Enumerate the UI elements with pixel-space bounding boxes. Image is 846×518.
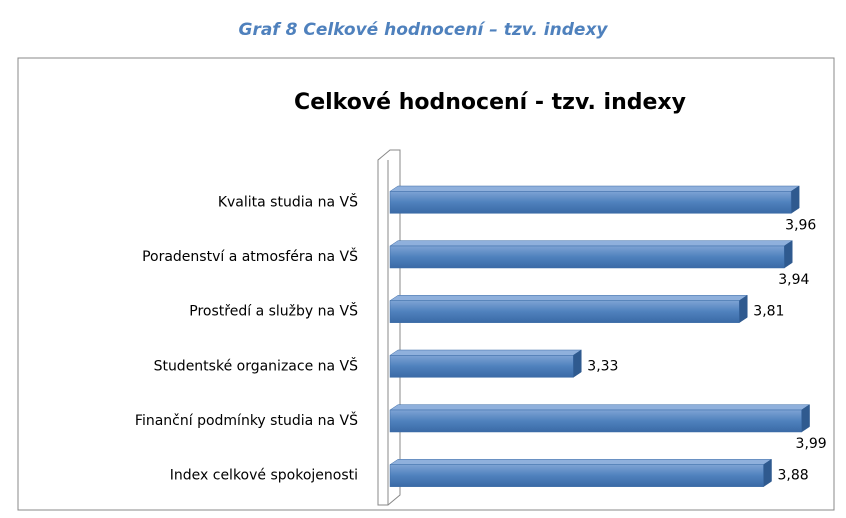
- bar-top: [389, 240, 794, 247]
- bar-top: [389, 404, 811, 411]
- value-label: 3,94: [778, 272, 809, 288]
- bar-top: [389, 349, 583, 356]
- y-tick-label: Kvalita studia na VŠ: [218, 192, 358, 210]
- bar: [389, 464, 764, 487]
- y-tick-label: Prostředí a služby na VŠ: [189, 302, 358, 320]
- bar: [389, 409, 802, 433]
- y-tick-label: Studentské organizace na VŠ: [154, 356, 359, 374]
- y-tick-label: Poradenství a atmosféra na VŠ: [142, 247, 358, 265]
- chart-frame: [17, 57, 835, 511]
- bar-top: [389, 459, 773, 465]
- value-label: 3,88: [778, 468, 809, 484]
- caption: Graf 8 Celkové hodnocení – tzv. indexy: [239, 20, 609, 40]
- bar-top: [389, 185, 800, 192]
- value-label: 3,33: [587, 358, 618, 374]
- value-label: 3,81: [753, 304, 784, 320]
- chart-title: Celkové hodnocení - tzv. indexy: [294, 90, 686, 115]
- bar: [389, 355, 574, 378]
- y-tick-label: Finanční podmínky studia na VŠ: [135, 411, 358, 429]
- bar-top: [389, 295, 749, 301]
- y-tick-label: Index celkové spokojenosti: [170, 468, 358, 484]
- value-label: 3,99: [796, 436, 827, 452]
- bar: [389, 300, 740, 323]
- bar: [389, 245, 785, 269]
- value-label: 3,96: [785, 217, 816, 233]
- bar: [389, 191, 792, 214]
